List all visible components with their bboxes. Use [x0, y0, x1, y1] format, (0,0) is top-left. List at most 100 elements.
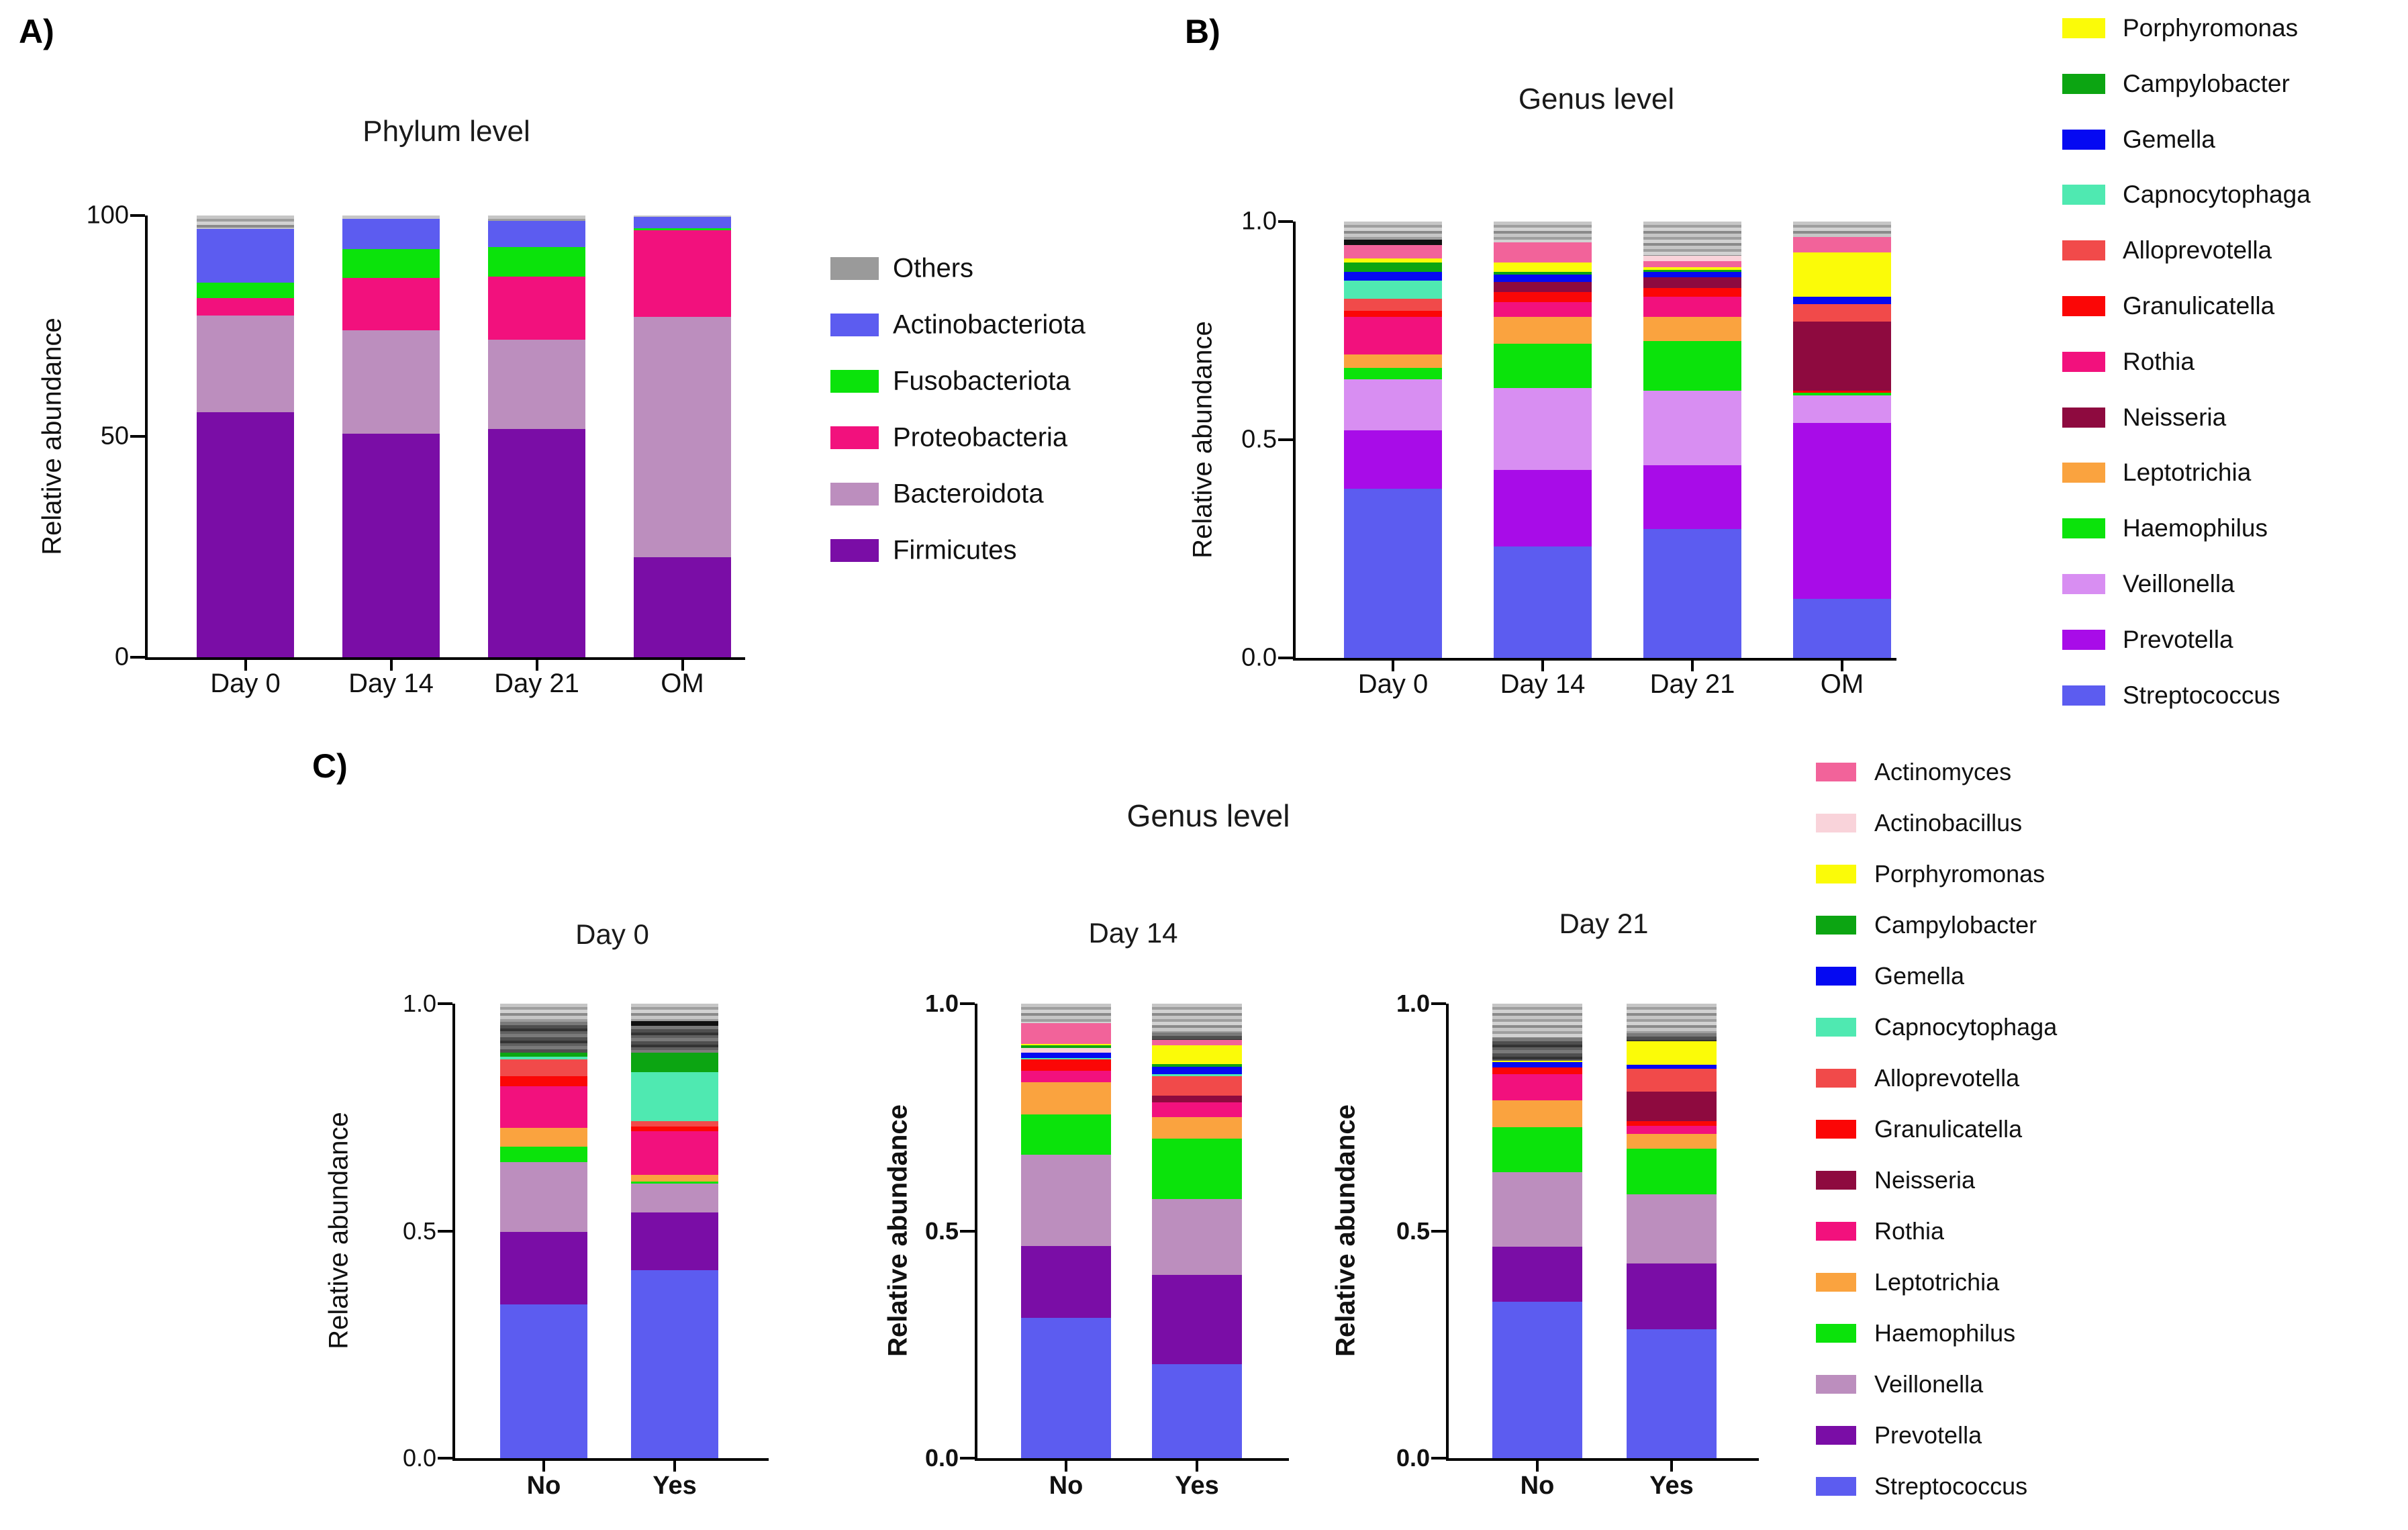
legend-swatch-firmicutes	[830, 539, 879, 562]
segment-haemophilus	[1152, 1139, 1242, 1200]
segment-prevotella_dark	[1627, 1263, 1717, 1329]
segment-veillonella_mauve	[631, 1184, 718, 1213]
segment-black	[631, 1020, 718, 1026]
y-tick-label: 1.0	[402, 990, 436, 1017]
legend-label-actinomyces: Actinomyces	[1874, 758, 2012, 785]
segment-capnocytophaga	[631, 1071, 718, 1121]
legend-label-others: Others	[893, 253, 974, 283]
category-label: Yes	[1649, 1472, 1694, 1500]
y-axis-line	[1293, 222, 1296, 661]
x-tick-mark	[1536, 1461, 1539, 1472]
legend-label-alloprevotella: Alloprevotella	[1874, 1064, 2020, 1092]
segment-alloprevotella	[1152, 1076, 1242, 1096]
legend-label-prevotella_dark: Prevotella	[1874, 1421, 1982, 1449]
segment-gemella	[1793, 296, 1891, 304]
legend-swatch-porphyromonas	[1816, 865, 1856, 883]
y-axis-line	[975, 1004, 977, 1461]
segment-actinobacillus	[1021, 1047, 1111, 1053]
legend-swatch-streptococcus	[1816, 1477, 1856, 1496]
category-label: Day 14	[348, 669, 434, 698]
segment-campylobacter	[1643, 270, 1741, 273]
segment-granulicatella	[1021, 1059, 1111, 1071]
segment-prevotella_dark	[1152, 1274, 1242, 1364]
segment-gemella	[1152, 1066, 1242, 1075]
segment-rothia	[500, 1086, 587, 1128]
legend-swatch-gemella	[2062, 129, 2105, 150]
segment-porphyromonas	[1494, 262, 1592, 272]
segment-haemophilus	[1492, 1127, 1582, 1173]
legend-label-rothia: Rothia	[2123, 347, 2195, 375]
segment-others	[1021, 1004, 1111, 1024]
y-tick-label: 0	[114, 642, 129, 671]
segment-others	[1152, 1004, 1242, 1033]
segment-porphyromonas	[1492, 1060, 1582, 1063]
y-tick-label: 0.5	[1396, 1216, 1430, 1245]
x-tick-mark	[535, 660, 538, 671]
stacked-bar-no	[1492, 1004, 1582, 1458]
legend-label-streptococcus: Streptococcus	[2123, 681, 2280, 709]
segment-leptotrichia	[1492, 1100, 1582, 1128]
legend-swatch-alloprevotella	[1816, 1069, 1856, 1088]
y-tick-label: 0.5	[402, 1216, 436, 1245]
legend-label-neisseria: Neisseria	[2123, 403, 2227, 431]
legend-swatch-bacteroidota	[830, 483, 879, 506]
segment-others_dark	[1152, 1032, 1242, 1040]
segment-prevotella_dark	[631, 1212, 718, 1270]
legend-label-rothia: Rothia	[1874, 1217, 1945, 1245]
segment-proteobacteria	[342, 277, 440, 331]
legend-swatch-gemella	[1816, 967, 1856, 986]
y-tick-mark	[130, 656, 145, 659]
stacked-bar-day-0	[197, 216, 294, 657]
y-axis-label: Relative abundance	[1188, 321, 1218, 559]
segment-streptococcus	[1643, 529, 1741, 658]
segment-bacteroidota	[488, 339, 585, 429]
legend-label-bacteroidota: Bacteroidota	[893, 479, 1044, 509]
segment-granulicatella	[1793, 391, 1891, 393]
segment-veillonella	[1344, 379, 1442, 430]
segment-prevotella_dark	[1492, 1246, 1582, 1302]
legend-swatch-campylobacter	[1816, 916, 1856, 935]
segment-prevotella	[1344, 430, 1442, 489]
segment-others_dark	[500, 1022, 587, 1053]
y-tick-mark	[1278, 220, 1293, 223]
segment-prevotella_dark	[1021, 1245, 1111, 1318]
legend-swatch-rothia	[1816, 1222, 1856, 1241]
segment-others	[197, 216, 294, 229]
segment-actinobacillus	[1643, 256, 1741, 261]
legend-label-prevotella: Prevotella	[2123, 625, 2233, 653]
segment-proteobacteria	[634, 230, 731, 318]
legend-label-leptotrichia: Leptotrichia	[1874, 1268, 2000, 1296]
segment-veillonella_mauve	[1021, 1155, 1111, 1246]
segment-others_dark	[631, 1025, 718, 1053]
legend-swatch-neisseria	[1816, 1171, 1856, 1190]
segment-neisseria	[1152, 1095, 1242, 1102]
legend-swatch-leptotrichia	[1816, 1273, 1856, 1292]
legend-label-gemella: Gemella	[1874, 962, 1965, 990]
segment-streptococcus	[1793, 598, 1891, 658]
segment-rothia	[1494, 301, 1592, 317]
y-tick-label: 1.0	[924, 990, 959, 1017]
category-label: No	[1520, 1472, 1555, 1500]
segment-haemophilus	[1344, 368, 1442, 379]
stacked-bar-om	[1793, 222, 1891, 658]
stacked-bar-no	[1021, 1004, 1111, 1458]
segment-rothia	[1021, 1071, 1111, 1083]
category-label: Yes	[653, 1472, 697, 1500]
segment-fusobacteriota	[342, 249, 440, 278]
segment-bacteroidota	[197, 315, 294, 412]
segment-rothia	[1492, 1073, 1582, 1100]
y-tick-label: 0.0	[1396, 1444, 1430, 1472]
x-tick-mark	[1541, 661, 1544, 671]
legend-swatch-rothia	[2062, 351, 2105, 372]
legend-swatch-actinomyces	[1816, 763, 1856, 781]
y-axis-line	[145, 216, 148, 660]
y-axis-line	[452, 1004, 455, 1461]
legend-swatch-others	[830, 257, 879, 280]
segment-others	[634, 216, 731, 218]
segment-leptotrichia	[1344, 354, 1442, 369]
segment-haemophilus	[1021, 1114, 1111, 1155]
segment-porphyromonas	[1627, 1041, 1717, 1065]
legend-label-proteobacteria: Proteobacteria	[893, 422, 1068, 452]
legend-label-actinobacteriota: Actinobacteriota	[893, 309, 1086, 340]
legend-swatch-prevotella	[2062, 629, 2105, 650]
